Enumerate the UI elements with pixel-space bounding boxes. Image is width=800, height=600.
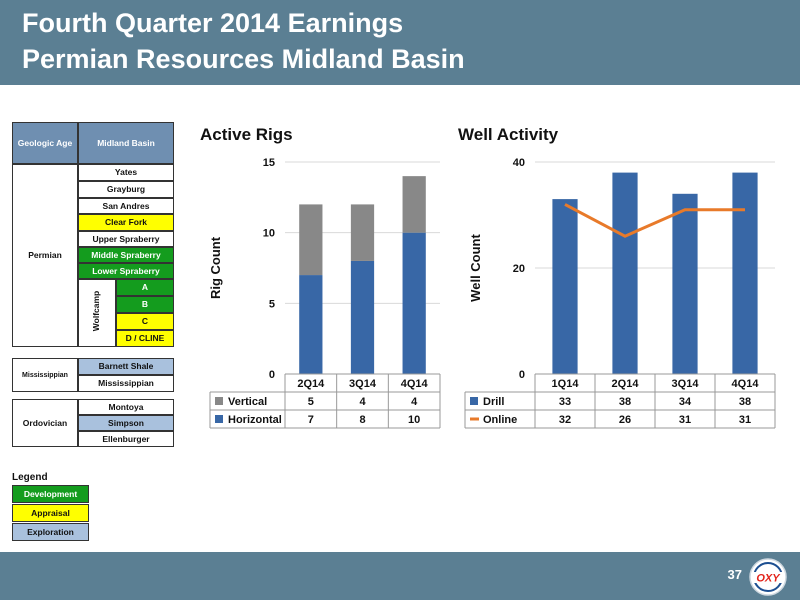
y-tick-label: 40 — [513, 157, 525, 169]
formation-barnett-shale: Barnett Shale — [78, 358, 174, 375]
legend-label-horizontal: Horizontal — [228, 414, 282, 426]
data-table-value: 26 — [619, 414, 631, 426]
bar-vertical — [299, 204, 323, 276]
y-tick-label: 0 — [519, 369, 525, 381]
formation-middle-spraberry: Middle Spraberry — [78, 247, 174, 263]
formation-san-andres: San Andres — [78, 198, 174, 214]
data-table-value: 31 — [679, 414, 691, 426]
period-mississippian: Mississippian — [12, 358, 78, 392]
legend-title: Legend — [12, 472, 48, 483]
period-ordovician: Ordovician — [12, 399, 78, 447]
wolfcamp-d-cline: D / CLINE — [116, 330, 174, 347]
legend-appraisal: Appraisal — [12, 504, 89, 522]
slide-title-line1: Fourth Quarter 2014 Earnings — [22, 8, 404, 38]
bar-drill — [732, 172, 758, 374]
line-online — [564, 203, 745, 238]
period-permian: Permian — [12, 164, 78, 347]
oxy-logo: OXY — [749, 558, 787, 596]
bar-drill — [612, 172, 638, 374]
wolfcamp-a: A — [116, 279, 174, 296]
y-axis-label: Well Count — [468, 234, 483, 302]
page-number: 37 — [727, 567, 742, 582]
wolfcamp-c: C — [116, 313, 174, 330]
formation-clear-fork: Clear Fork — [78, 214, 174, 231]
data-table-value: 38 — [739, 396, 751, 408]
formation-montoya: Montoya — [78, 399, 174, 415]
legend-label-vertical: Vertical — [228, 396, 267, 408]
data-table-value: 10 — [408, 414, 420, 426]
legend-development: Development — [12, 485, 89, 503]
y-tick-label: 10 — [263, 228, 275, 240]
bar-vertical — [350, 204, 375, 261]
data-table-value: 31 — [739, 414, 751, 426]
data-table-value: 4 — [359, 396, 366, 408]
x-tick-label: 2Q14 — [297, 378, 325, 390]
bar-horizontal — [299, 275, 323, 374]
formation-grayburg: Grayburg — [78, 181, 174, 198]
x-tick-label: 4Q14 — [401, 378, 429, 390]
oxy-logo-text: OXY — [756, 573, 781, 585]
y-tick-label: 0 — [269, 369, 275, 381]
formation-lower-spraberry: Lower Spraberry — [78, 263, 174, 279]
active-rigs-chart: Active Rigs Rig Count 0 5 10 15 2Q14 3Q14 4Q14 Ve… — [200, 125, 441, 429]
formation-ellenburger: Ellenburger — [78, 431, 174, 447]
x-tick-label: 2Q14 — [612, 378, 640, 390]
bar-drill — [672, 193, 698, 374]
header-midland-basin: Midland Basin — [78, 122, 174, 164]
data-table-value: 33 — [559, 396, 571, 408]
formation-upper-spraberry: Upper Spraberry — [78, 231, 174, 247]
x-tick-label: 1Q14 — [552, 378, 580, 390]
chart-title: Active Rigs — [200, 125, 293, 144]
slide-footer: 37 — [0, 552, 800, 600]
data-table-value: 32 — [559, 414, 571, 426]
x-tick-label: 3Q14 — [672, 378, 700, 390]
legend-label-online: Online — [483, 414, 517, 426]
formation-mississippian: Mississippian — [78, 375, 174, 392]
y-tick-label: 20 — [513, 263, 525, 275]
formation-yates: Yates — [78, 164, 174, 181]
formation-simpson: Simpson — [78, 415, 174, 431]
chart-title: Well Activity — [458, 125, 559, 144]
y-tick-label: 5 — [269, 298, 275, 310]
legend-key-horizontal — [215, 415, 223, 423]
legend-key-drill — [470, 397, 478, 405]
wolfcamp-b: B — [116, 296, 174, 313]
data-table-value: 5 — [308, 396, 314, 408]
well-activity-chart: Well Activity Well Count 0 20 40 1Q14 2Q14 3Q14… — [458, 125, 776, 429]
header-geologic-age: Geologic Age — [12, 122, 78, 164]
legend-exploration: Exploration — [12, 523, 89, 541]
data-table-value: 38 — [619, 396, 631, 408]
data-table-value: 7 — [308, 414, 314, 426]
y-tick-label: 15 — [263, 157, 275, 169]
legend-label-drill: Drill — [483, 396, 504, 408]
y-axis-label: Rig Count — [208, 236, 223, 299]
bar-drill — [552, 199, 578, 374]
bar-vertical — [402, 176, 426, 233]
data-table-value: 8 — [359, 414, 365, 426]
data-table-value: 34 — [679, 396, 692, 408]
slide-title-line2: Permian Resources Midland Basin — [22, 44, 465, 74]
bar-horizontal — [402, 232, 426, 374]
x-tick-label: 4Q14 — [732, 378, 760, 390]
wolfcamp-group — [78, 279, 116, 347]
legend-key-vertical — [215, 397, 223, 405]
slide-header: Fourth Quarter 2014 Earnings Permian Res… — [0, 0, 800, 85]
wolfcamp-label: Wolfcamp — [91, 290, 101, 332]
x-tick-label: 3Q14 — [349, 378, 377, 390]
data-table-value: 4 — [411, 396, 418, 408]
bar-horizontal — [350, 260, 375, 374]
